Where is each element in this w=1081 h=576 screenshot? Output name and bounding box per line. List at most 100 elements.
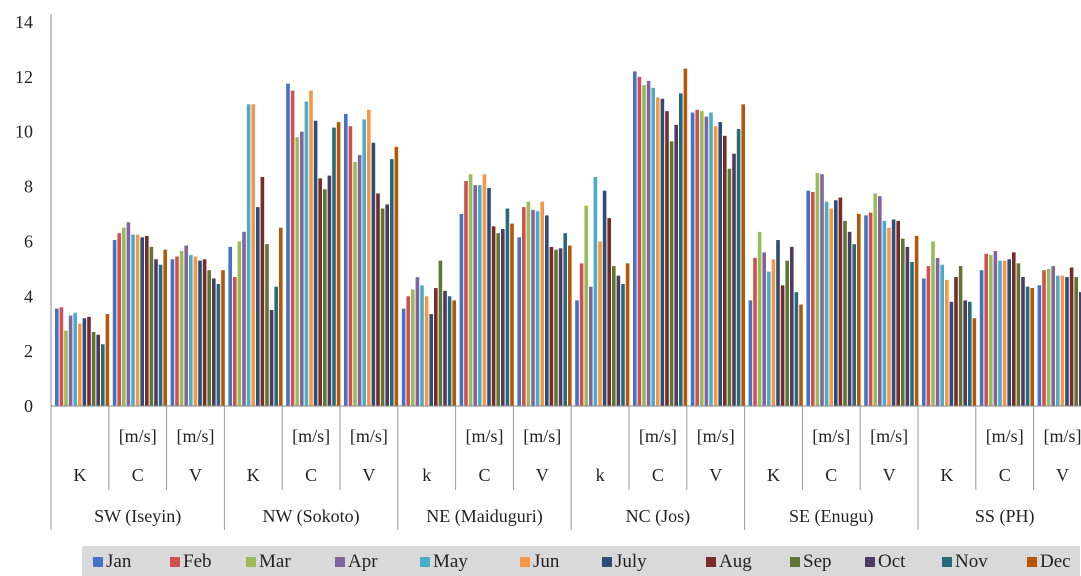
bar-oct — [616, 275, 621, 406]
bar-feb — [117, 233, 121, 406]
bar-jan — [1037, 285, 1042, 406]
bar-mar — [700, 111, 704, 406]
region-label: NW (Sokoto) — [263, 506, 360, 527]
bar-oct — [443, 290, 447, 406]
bar-july — [660, 98, 665, 407]
bar-apr — [300, 131, 304, 406]
bar-oct — [558, 248, 563, 406]
bar-aug — [665, 111, 669, 406]
bar-sep — [843, 220, 847, 406]
bar-jan — [55, 308, 59, 406]
bar-sep — [901, 238, 905, 406]
bar-apr — [357, 155, 362, 406]
bar-jun — [482, 174, 487, 406]
category-label: C — [825, 465, 837, 485]
category-label: K — [767, 465, 780, 485]
bar-oct — [327, 175, 332, 406]
bar-aug — [1012, 252, 1016, 406]
unit-label: [m/s] — [119, 426, 157, 446]
bar-oct — [154, 259, 158, 406]
bar-feb — [811, 192, 815, 406]
bar-apr — [589, 286, 593, 406]
bar-nov — [158, 264, 163, 406]
legend-swatch-july — [602, 557, 612, 567]
bar-jun — [193, 256, 198, 406]
bar-jan — [979, 270, 984, 406]
category-label: K — [940, 465, 953, 485]
bar-feb — [522, 207, 526, 406]
category-label: C — [132, 465, 144, 485]
bar-jun — [887, 227, 891, 406]
bar-jan — [575, 300, 579, 406]
y-tick-label: 14 — [15, 12, 33, 32]
bar-sep — [785, 260, 789, 406]
bar-nov — [563, 233, 567, 406]
bar-may — [420, 285, 424, 406]
bar-aug — [491, 226, 496, 406]
bar-feb — [59, 307, 64, 406]
legend-background — [82, 546, 1080, 576]
bar-jan — [633, 71, 637, 407]
bar-nov — [216, 283, 221, 406]
bar-jun — [424, 296, 429, 406]
bar-dec — [163, 249, 167, 406]
bar-apr — [184, 245, 188, 406]
y-tick-label: 2 — [24, 341, 33, 361]
bar-jun — [656, 97, 660, 407]
axes — [50, 14, 1081, 530]
bar-nov — [1025, 286, 1030, 406]
bar-nov — [852, 244, 856, 406]
bar-dec — [799, 304, 803, 406]
bar-apr — [993, 251, 998, 406]
bar-aug — [954, 277, 958, 406]
bar-dec — [914, 235, 919, 406]
legend-swatch-dec — [1027, 557, 1037, 567]
bar-jan — [112, 240, 117, 406]
bar-feb — [695, 109, 699, 407]
bar-july — [487, 187, 491, 406]
bar-mar — [1046, 268, 1051, 406]
bar-may — [304, 101, 309, 406]
unit-label: [m/s] — [986, 426, 1024, 446]
bar-dec — [972, 318, 977, 406]
bar-nov — [794, 292, 799, 406]
legend-label: Jun — [533, 551, 560, 572]
unit-label: [m/s] — [639, 426, 677, 446]
category-label: C — [999, 465, 1011, 485]
bar-feb — [1042, 270, 1046, 406]
bar-jan — [401, 308, 406, 406]
region-label: SW (Iseyin) — [94, 506, 181, 527]
bar-may — [767, 271, 771, 406]
bar-mar — [468, 174, 473, 406]
bar-aug — [318, 178, 322, 406]
bar-apr — [935, 257, 940, 406]
bar-dec — [857, 214, 861, 406]
category-label: k — [422, 465, 431, 485]
bar-apr — [1051, 266, 1055, 406]
bar-nov — [968, 301, 972, 406]
bar-nov — [505, 208, 510, 406]
bar-july — [834, 200, 838, 406]
category-label: K — [73, 465, 86, 485]
bar-may — [593, 176, 598, 406]
bar-dec — [279, 227, 283, 406]
bar-jun — [135, 234, 140, 406]
bar-aug — [549, 246, 554, 406]
bar-july — [140, 237, 144, 406]
bar-jan — [344, 113, 348, 406]
bar-aug — [145, 235, 149, 406]
bar-jun — [540, 201, 544, 406]
bar-mar — [757, 231, 762, 406]
legend-swatch-aug — [706, 557, 716, 567]
bar-jun — [309, 90, 313, 406]
bar-nov — [101, 344, 105, 406]
bar-aug — [780, 285, 785, 406]
bar-mar — [989, 255, 993, 406]
bar-feb — [175, 256, 179, 406]
bar-jan — [806, 190, 810, 406]
bar-july — [313, 120, 318, 407]
bar-feb — [753, 257, 757, 406]
bars — [55, 68, 1081, 407]
bar-july — [545, 215, 549, 406]
bar-aug — [1069, 267, 1074, 406]
